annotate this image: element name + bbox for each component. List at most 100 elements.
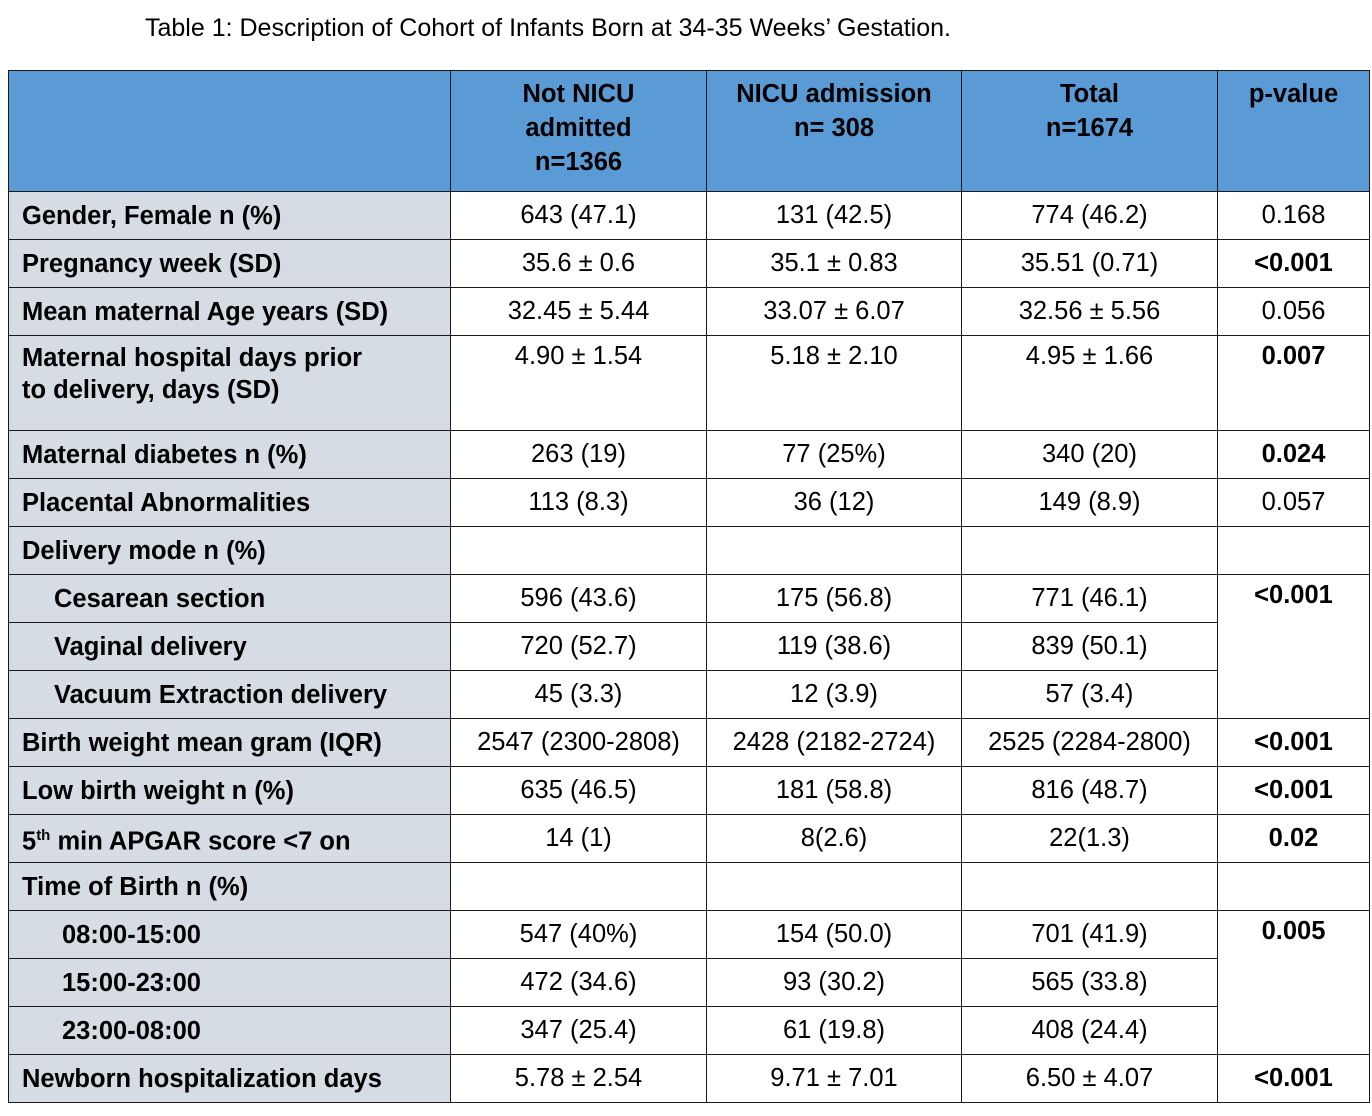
cell-not-nicu: 263 (19) [450, 430, 707, 479]
cell-not-nicu: 347 (25.4) [450, 1006, 707, 1055]
cell-nicu: 131 (42.5) [706, 191, 962, 240]
header-not-nicu: Not NICU admitted n=1366 [450, 70, 707, 192]
cell-total: 32.56 ± 5.56 [961, 287, 1218, 336]
cell-not-nicu: 5.78 ± 2.54 [450, 1054, 707, 1103]
table-row: Gender, Female n (%) 643 (47.1) 131 (42.… [8, 191, 1370, 240]
table-row: Maternal diabetes n (%) 263 (19) 77 (25%… [8, 430, 1370, 479]
cell-not-nicu: 113 (8.3) [450, 478, 707, 527]
table-row: 08:00-15:00 547 (40%) 154 (50.0) 701 (41… [8, 910, 1370, 1055]
row-label: 23:00-08:00 [8, 1006, 451, 1055]
cell-total: 771 (46.1) [961, 574, 1218, 623]
header-empty [8, 70, 451, 192]
cell-total: 774 (46.2) [961, 191, 1218, 240]
cell-not-nicu: 14 (1) [450, 814, 707, 863]
cell-not-nicu: 45 (3.3) [450, 670, 707, 719]
cell-nicu: 33.07 ± 6.07 [706, 287, 962, 336]
row-label: 5th min APGAR score <7 on [8, 814, 451, 863]
table-row: Vacuum Extraction delivery 45 (3.3) 12 (… [8, 670, 1370, 719]
section-label: Delivery mode n (%) [8, 526, 451, 575]
cell-p-value: 0.02 [1217, 814, 1370, 863]
cell-p-value: 0.057 [1217, 478, 1370, 527]
cell-not-nicu: 547 (40%) [450, 910, 707, 959]
row-label: Gender, Female n (%) [8, 191, 451, 240]
cell-nicu: 77 (25%) [706, 430, 962, 479]
cell-p-value: 0.056 [1217, 287, 1370, 336]
cell-total: 149 (8.9) [961, 478, 1218, 527]
row-label: Maternal hospital days prior to delivery… [8, 335, 451, 431]
row-label: Mean maternal Age years (SD) [8, 287, 451, 336]
cell-total: 839 (50.1) [961, 622, 1218, 671]
cell-not-nicu: 635 (46.5) [450, 766, 707, 815]
row-label: Pregnancy week (SD) [8, 239, 451, 288]
cell-empty [1217, 526, 1370, 575]
table-row: Vaginal delivery 720 (52.7) 119 (38.6) 8… [8, 622, 1370, 671]
header-row: Not NICU admitted n=1366 NICU admission … [8, 70, 1370, 192]
row-label: Vacuum Extraction delivery [8, 670, 451, 719]
cell-not-nicu: 596 (43.6) [450, 574, 707, 623]
cell-not-nicu: 643 (47.1) [450, 191, 707, 240]
cell-total: 701 (41.9) [961, 910, 1218, 959]
row-label: Birth weight mean gram (IQR) [8, 718, 451, 767]
table-row: Newborn hospitalization days 5.78 ± 2.54… [8, 1054, 1370, 1103]
cell-p-value: <0.001 [1217, 718, 1370, 767]
table-row: 5th min APGAR score <7 on 14 (1) 8(2.6) … [8, 814, 1370, 863]
table-row: 23:00-08:00 347 (25.4) 61 (19.8) 408 (24… [8, 1006, 1370, 1055]
cell-total: 22(1.3) [961, 814, 1218, 863]
cell-empty [961, 526, 1218, 575]
row-label: Cesarean section [8, 574, 451, 623]
cell-nicu: 8(2.6) [706, 814, 962, 863]
cell-empty [1217, 862, 1370, 911]
cell-nicu: 175 (56.8) [706, 574, 962, 623]
cell-total: 4.95 ± 1.66 [961, 335, 1218, 431]
cell-total: 816 (48.7) [961, 766, 1218, 815]
cell-total: 2525 (2284-2800) [961, 718, 1218, 767]
cell-nicu: 181 (58.8) [706, 766, 962, 815]
cell-not-nicu: 35.6 ± 0.6 [450, 239, 707, 288]
row-label: Maternal diabetes n (%) [8, 430, 451, 479]
cell-total: 340 (20) [961, 430, 1218, 479]
cell-nicu: 61 (19.8) [706, 1006, 962, 1055]
cell-empty [706, 862, 962, 911]
cell-empty [450, 526, 707, 575]
cell-nicu: 9.71 ± 7.01 [706, 1054, 962, 1103]
header-total: Total n=1674 [961, 70, 1218, 192]
cell-empty [706, 526, 962, 575]
cell-nicu: 2428 (2182-2724) [706, 718, 962, 767]
cell-nicu: 35.1 ± 0.83 [706, 239, 962, 288]
cell-not-nicu: 472 (34.6) [450, 958, 707, 1007]
cell-p-value: <0.001 [1217, 766, 1370, 815]
cell-nicu: 93 (30.2) [706, 958, 962, 1007]
cell-p-value: 0.168 [1217, 191, 1370, 240]
row-label: Vaginal delivery [8, 622, 451, 671]
cell-not-nicu: 720 (52.7) [450, 622, 707, 671]
cell-total: 565 (33.8) [961, 958, 1218, 1007]
cell-nicu: 12 (3.9) [706, 670, 962, 719]
row-label: 08:00-15:00 [8, 910, 451, 959]
row-label: Low birth weight n (%) [8, 766, 451, 815]
cell-nicu: 154 (50.0) [706, 910, 962, 959]
table-row: Birth weight mean gram (IQR) 2547 (2300-… [8, 718, 1370, 767]
cell-empty [961, 862, 1218, 911]
row-label: Placental Abnormalities [8, 478, 451, 527]
cell-not-nicu: 32.45 ± 5.44 [450, 287, 707, 336]
table-row: Delivery mode n (%) [8, 526, 1370, 575]
cell-not-nicu: 2547 (2300-2808) [450, 718, 707, 767]
table-row: 15:00-23:00 472 (34.6) 93 (30.2) 565 (33… [8, 958, 1370, 1007]
cell-p-value: <0.001 [1217, 1054, 1370, 1103]
cell-not-nicu: 4.90 ± 1.54 [450, 335, 707, 431]
table-caption: Table 1: Description of Cohort of Infant… [145, 14, 951, 42]
section-label: Time of Birth n (%) [8, 862, 451, 911]
row-label: 15:00-23:00 [8, 958, 451, 1007]
table-row: Low birth weight n (%) 635 (46.5) 181 (5… [8, 766, 1370, 815]
cell-nicu: 119 (38.6) [706, 622, 962, 671]
cell-p-value: <0.001 [1217, 239, 1370, 288]
table-row: Placental Abnormalities 113 (8.3) 36 (12… [8, 478, 1370, 527]
header-p-value: p-value [1217, 70, 1370, 192]
cell-total: 57 (3.4) [961, 670, 1218, 719]
cell-nicu: 36 (12) [706, 478, 962, 527]
cohort-table: Not NICU admitted n=1366 NICU admission … [8, 70, 1370, 1103]
cell-empty [450, 862, 707, 911]
table-row: Cesarean section 596 (43.6) 175 (56.8) 7… [8, 574, 1370, 719]
row-label: Newborn hospitalization days [8, 1054, 451, 1103]
table-row: Pregnancy week (SD) 35.6 ± 0.6 35.1 ± 0.… [8, 239, 1370, 288]
